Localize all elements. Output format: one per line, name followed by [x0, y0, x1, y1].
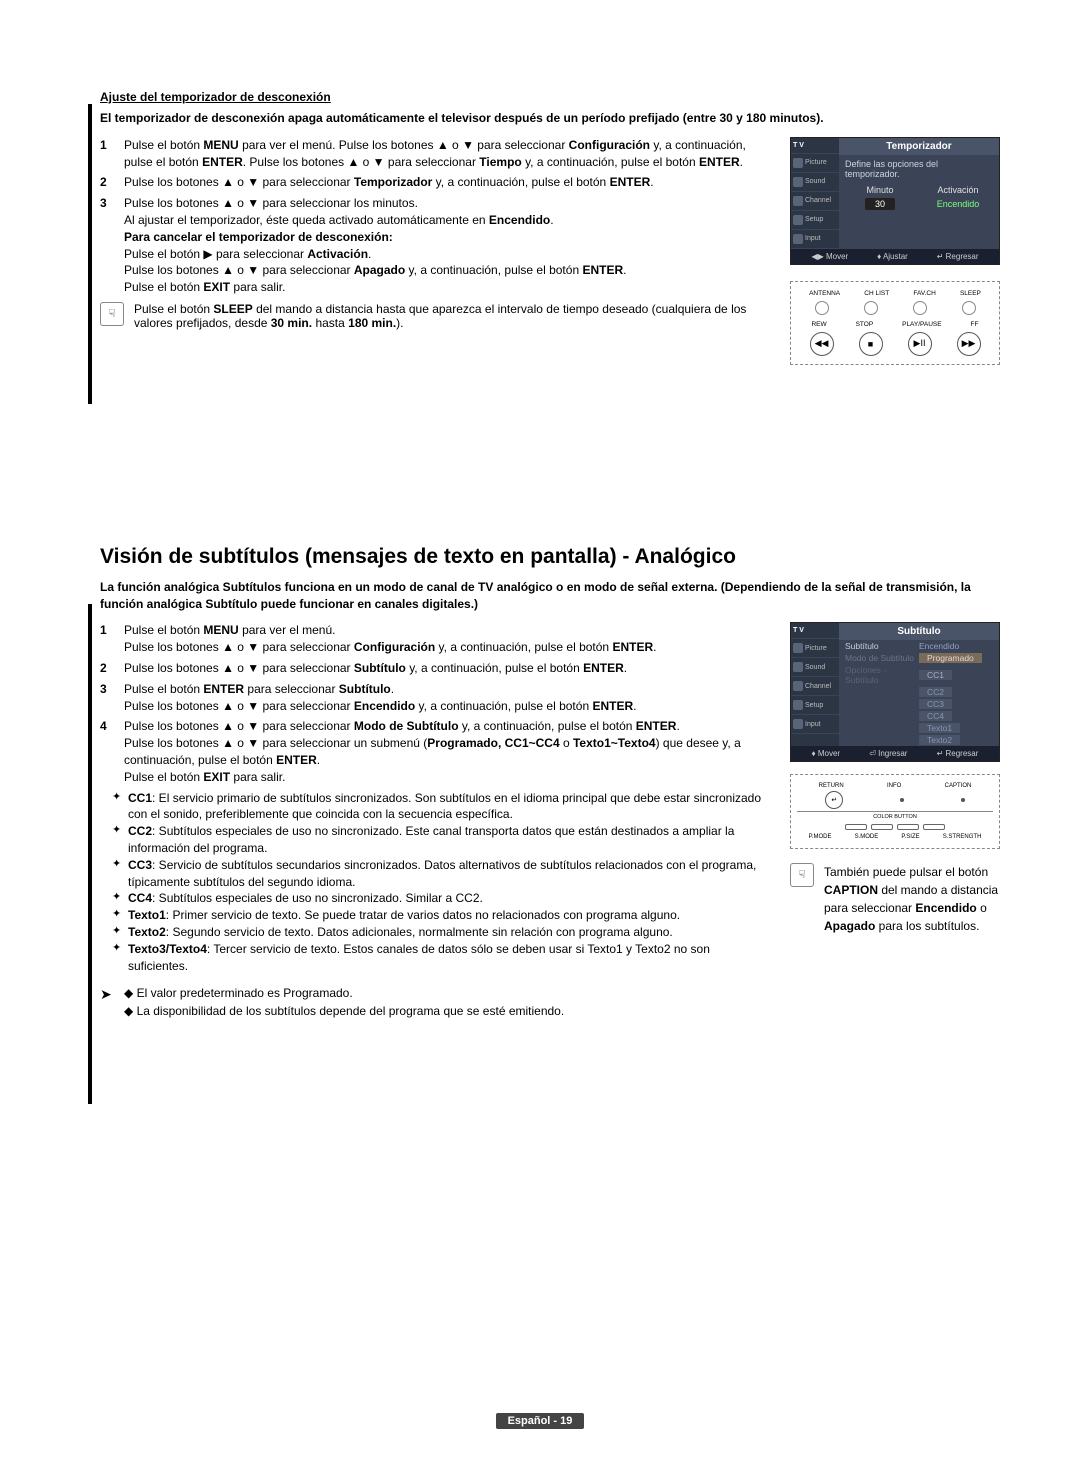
note-icon: ☟ [790, 863, 814, 887]
panel2-foot-move: ♦ Mover [812, 749, 841, 758]
section1-intro: El temporizador de desconexión apaga aut… [100, 110, 1000, 127]
tv-side-item: Sound [791, 658, 839, 677]
panel1-title: Temporizador [839, 138, 999, 155]
remote-button: ■ [859, 332, 883, 356]
footer-lang: Español [508, 1415, 551, 1427]
panel2-option: Texto2 [839, 734, 999, 746]
note-icon: ☟ [100, 302, 124, 326]
panel1-val-activation: Encendido [937, 199, 980, 209]
remote-label: SLEEP [960, 290, 981, 297]
bullet-item: ✦Texto2: Segundo servicio de texto. Dato… [112, 924, 772, 941]
tv-side-item: Channel [791, 192, 839, 211]
panel2-option: CC4 [839, 710, 999, 722]
section2-heading: Visión de subtítulos (mensajes de texto … [100, 545, 1000, 569]
step: 4Pulse los botones ▲ o ▼ para selecciona… [100, 718, 772, 785]
remote-label: REW [811, 321, 826, 328]
page-footer: Español - 19 [0, 1413, 1080, 1429]
bullet-item: ✦CC1: El servicio primario de subtítulos… [112, 790, 772, 824]
panel2-title: Subtítulo [839, 623, 999, 640]
tv-side-item: Picture [791, 639, 839, 658]
tv-side-item: Input [791, 230, 839, 249]
remote-label: P.SIZE [901, 834, 919, 840]
bullet-item: ✦Texto3/Texto4: Tercer servicio de texto… [112, 941, 772, 975]
remote-label: CAPTION [945, 783, 972, 789]
tv-side-item: Channel [791, 677, 839, 696]
section2-arrow-notes: ➤ ◆ El valor predeterminado es Programad… [100, 984, 1000, 1020]
remote-diagram-1: ANTENNA CH LIST FAV.CH SLEEP REW STOP PLAY/PA… [790, 281, 1000, 365]
step: 2Pulse los botones ▲ o ▼ para selecciona… [100, 174, 772, 191]
remote-label: INFO [887, 783, 901, 789]
panel1-foot-adjust: ♦ Ajustar [877, 252, 908, 261]
remote2-color-label: COLOR BUTTON [797, 814, 993, 820]
panel2-row-mode: Modo de Subtítulo [845, 653, 919, 663]
panel2-val-mode: Programado [919, 653, 982, 663]
section-2: Visión de subtítulos (mensajes de texto … [100, 545, 1000, 1021]
step: 3Pulse el botón ENTER para seleccionar S… [100, 681, 772, 715]
step: 1Pulse el botón MENU para ver el menú. P… [100, 137, 772, 171]
bullet-item: ✦CC2: Subtítulos especiales de uso no si… [112, 823, 772, 857]
remote-label: RETURN [819, 783, 844, 789]
remote-label: ANTENNA [809, 290, 840, 297]
tv-panel-temporizador: T VPictureSoundChannelSetupInput Tempori… [790, 137, 1000, 265]
section-1: Ajuste del temporizador de desconexión E… [100, 90, 1000, 365]
remote-label: FAV.CH [913, 290, 935, 297]
bullet-item: ✦CC4: Subtítulos especiales de uso no si… [112, 890, 772, 907]
panel2-option: CC2 [839, 686, 999, 698]
section2-bullets: ✦CC1: El servicio primario de subtítulos… [112, 790, 772, 975]
arrow-note-item: ◆ La disponibilidad de los subtítulos de… [124, 1002, 564, 1020]
panel1-col-minute: Minuto [845, 185, 915, 195]
tv-side-item: Setup [791, 211, 839, 230]
panel1-desc: Define las opciones del temporizador. [839, 155, 999, 183]
remote-diagram-2: RETURNINFOCAPTION ↵ COLOR BUTTON P.MODES… [790, 774, 1000, 849]
step: 1Pulse el botón MENU para ver el menú.Pu… [100, 622, 772, 656]
panel2-val-subtitle: Encendido [919, 641, 959, 651]
bullet-item: ✦CC3: Servicio de subtítulos secundarios… [112, 857, 772, 891]
remote-label: PLAY/PAUSE [902, 321, 942, 328]
step: 2Pulse los botones ▲ o ▼ para selecciona… [100, 660, 772, 677]
remote-label: S.STRENGTH [943, 834, 982, 840]
remote-label: S.MODE [855, 834, 879, 840]
tv-side-item: Input [791, 715, 839, 734]
remote-label: CH LIST [864, 290, 889, 297]
panel1-foot-return: ↵ Regresar [937, 252, 979, 261]
footer-page: 19 [560, 1415, 572, 1427]
side-note-caption: ☟ También puede pulsar el botón CAPTION … [790, 863, 1000, 935]
panel2-row-opts: Opciones - Subtítulo [845, 665, 919, 685]
arrow-note-item: ◆ El valor predeterminado es Programado. [124, 984, 564, 1002]
remote-button: ▶II [908, 332, 932, 356]
bullet-item: ✦Texto1: Primer servicio de texto. Se pu… [112, 907, 772, 924]
section1-title: Ajuste del temporizador de desconexión [100, 90, 1000, 104]
remote-label: STOP [856, 321, 874, 328]
panel2-row-subtitle: Subtítulo [845, 641, 919, 651]
step: 3Pulse los botones ▲ o ▼ para selecciona… [100, 195, 772, 296]
remote-label: P.MODE [809, 834, 832, 840]
tv-side-item: Sound [791, 173, 839, 192]
arrow-icon: ➤ [100, 984, 124, 1020]
panel2-option: CC3 [839, 698, 999, 710]
tv-side-item: Setup [791, 696, 839, 715]
panel2-foot-enter: ⏎ Ingresar [869, 749, 907, 758]
section2-steps: 1Pulse el botón MENU para ver el menú.Pu… [100, 622, 772, 785]
tv-side-item: Picture [791, 154, 839, 173]
section1-note: ☟Pulse el botón SLEEP del mando a distan… [100, 302, 772, 330]
panel1-foot-move: ◀▶ Mover [811, 252, 848, 261]
remote-button: ◀◀ [810, 332, 834, 356]
section1-steps: 1Pulse el botón MENU para ver el menú. P… [100, 137, 772, 365]
panel2-option: Texto1 [839, 722, 999, 734]
remote-button: ▶▶ [957, 332, 981, 356]
tv-panel-subtitulo: T VPictureSoundChannelSetupInput Subtítu… [790, 622, 1000, 762]
remote-label: FF [971, 321, 979, 328]
panel1-val-minute: 30 [865, 198, 895, 210]
panel2-foot-return: ↵ Regresar [937, 749, 979, 758]
section2-intro: La función analógica Subtítulos funciona… [100, 579, 1000, 613]
panel1-col-activation: Activación [923, 185, 993, 195]
